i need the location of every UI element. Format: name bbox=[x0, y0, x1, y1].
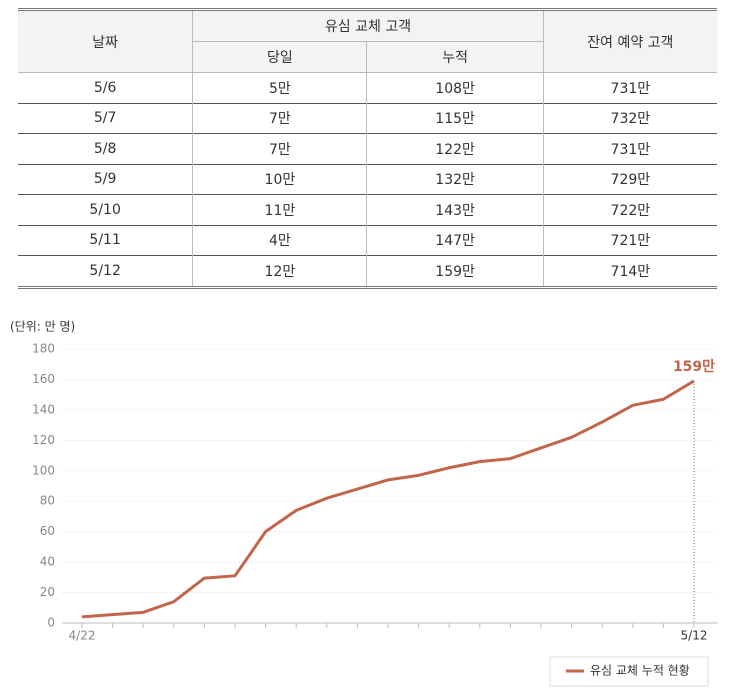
y-tick-label: 140 bbox=[32, 402, 55, 416]
table-cell: 10만 bbox=[192, 163, 367, 195]
table-cell: 7만 bbox=[192, 102, 367, 134]
y-tick-label: 80 bbox=[40, 494, 55, 508]
table-cell: 721만 bbox=[542, 224, 717, 256]
value-label: 159만 bbox=[673, 359, 715, 375]
table-cell: 5/11 bbox=[18, 224, 193, 256]
x-tick-label: 4/22 bbox=[69, 629, 96, 643]
table-cell: 4만 bbox=[192, 224, 367, 256]
data-line bbox=[81, 379, 695, 619]
header-cell: 유심 교체 고객 bbox=[192, 9, 544, 42]
header-cell: 잔여 예약 고객 bbox=[542, 9, 717, 73]
table-cell: 5/10 bbox=[18, 194, 193, 225]
y-tick-label: 180 bbox=[32, 342, 55, 356]
y-tick-label: 0 bbox=[47, 616, 55, 630]
table-cell: 722만 bbox=[542, 194, 717, 225]
table-cell: 5/7 bbox=[18, 102, 193, 134]
table-cell: 5/6 bbox=[18, 72, 193, 103]
table-cell: 5/8 bbox=[18, 133, 193, 164]
x-tick-label: 5/12 bbox=[681, 629, 708, 643]
y-tick-label: 160 bbox=[32, 372, 55, 386]
table-row: 5/8 7만 122만 731만 bbox=[18, 133, 717, 164]
table-cell: 143만 bbox=[366, 194, 544, 225]
table-cell: 732만 bbox=[542, 102, 717, 134]
table-cell: 12만 bbox=[192, 255, 367, 287]
table-cell: 714만 bbox=[542, 255, 717, 287]
table-cell: 132만 bbox=[366, 163, 544, 195]
data-table: 날짜 유심 교체 고객 잔여 예약 고객 당일 누적 5/6 5만 108만 731만… bbox=[18, 8, 717, 289]
table-row: 5/12 12만 159만 714만 bbox=[18, 255, 717, 287]
unit-label: (단위: 만 명) bbox=[10, 320, 75, 334]
header-cell: 당일 bbox=[192, 41, 368, 73]
table-row: 5/10 11만 143만 722만 bbox=[18, 194, 717, 225]
y-tick-label: 20 bbox=[40, 585, 55, 599]
y-tick-label: 60 bbox=[40, 524, 55, 538]
table-cell: 5만 bbox=[192, 72, 367, 103]
legend-label: 유심 교체 누적 현황 bbox=[590, 664, 690, 678]
table-row: 5/11 4만 147만 721만 bbox=[18, 224, 717, 256]
table-cell: 147만 bbox=[366, 224, 544, 256]
y-tick-label: 40 bbox=[40, 555, 55, 569]
y-tick-label: 120 bbox=[32, 433, 55, 447]
header-cell: 누적 bbox=[366, 41, 544, 73]
table-row: 5/6 5만 108만 731만 bbox=[18, 72, 717, 103]
table-cell: 729만 bbox=[542, 163, 717, 195]
table-cell: 122만 bbox=[366, 133, 544, 164]
table-cell: 159만 bbox=[366, 255, 544, 287]
table-cell: 108만 bbox=[366, 72, 544, 103]
table-cell: 5/9 bbox=[18, 163, 193, 195]
table-cell: 731만 bbox=[542, 133, 717, 164]
table-row: 5/9 10만 132만 729만 bbox=[18, 163, 717, 195]
table-cell: 731만 bbox=[542, 72, 717, 103]
y-tick-label: 100 bbox=[32, 463, 55, 477]
table-cell: 11만 bbox=[192, 194, 367, 225]
table-cell: 5/12 bbox=[18, 255, 193, 287]
header-cell: 날짜 bbox=[18, 9, 194, 73]
table-cell: 115만 bbox=[366, 102, 544, 134]
table-row: 5/7 7만 115만 732만 bbox=[18, 102, 717, 134]
table-cell: 7만 bbox=[192, 133, 367, 164]
